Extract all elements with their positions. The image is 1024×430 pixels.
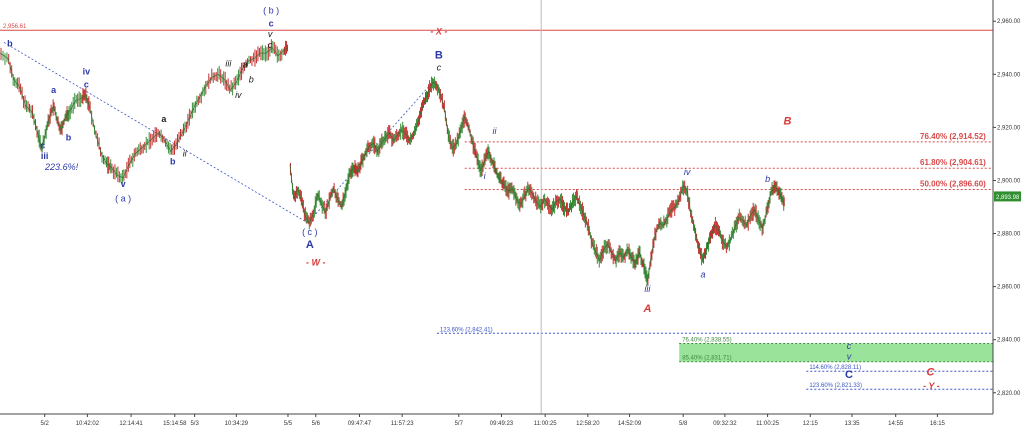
- wave-label: - Y -: [923, 381, 940, 391]
- x-tick-label: 5/6: [312, 421, 321, 427]
- price-bar-line: [289, 81, 785, 282]
- wave-label: v: [847, 352, 852, 362]
- wave-label: ii: [493, 126, 498, 136]
- x-tick-label: 15:14:58: [163, 421, 187, 427]
- price-series-layer: [0, 39, 785, 287]
- x-tick-label: 12:58:20: [576, 421, 600, 427]
- wave-label: b: [249, 74, 254, 84]
- level-label: 123.60% (2,821.33): [809, 383, 862, 389]
- x-tick-label: 11:00:25: [534, 421, 558, 427]
- x-tick-label: 16:15: [930, 421, 946, 427]
- y-tick-label: 2,900.00: [997, 178, 1021, 184]
- wave-label: b: [66, 133, 72, 143]
- level-label: 85.40% (2,831.71): [682, 356, 731, 362]
- target-zone-layer: [679, 343, 993, 362]
- wave-label: b: [170, 157, 176, 167]
- wave-label: c: [437, 62, 442, 72]
- current-price-label: 2,893.98: [996, 195, 1020, 201]
- price-bar-line: [0, 47, 289, 179]
- wave-label: c: [269, 19, 274, 29]
- wave-label: A: [642, 303, 651, 315]
- wave-label: c: [40, 141, 45, 151]
- x-tick-label: 11:57:23: [391, 421, 415, 427]
- wave-label: b: [7, 38, 13, 48]
- x-tick-label: 10:42:02: [76, 421, 100, 427]
- x-tick-label: 14:55: [888, 421, 904, 427]
- wave-label: - X -: [430, 27, 447, 37]
- x-tick-label: 09:49:23: [490, 421, 514, 427]
- wave-label: a: [243, 60, 248, 70]
- target-zone: [679, 343, 993, 362]
- level-label: 50.00% (2,896.60): [920, 179, 986, 188]
- wave-label: B: [783, 116, 791, 128]
- y-tick-label: 2,820.00: [997, 391, 1021, 397]
- wave-label: iv: [235, 90, 242, 100]
- x-tick-label: 09:32:32: [713, 421, 737, 427]
- level-label: 76.40% (2,838.55): [682, 338, 731, 344]
- x-tick-label: 13:35: [844, 421, 860, 427]
- wave-label: c: [847, 341, 852, 351]
- wave-label: iv: [684, 167, 691, 177]
- wave-label: b: [765, 174, 770, 184]
- y-tick-label: 2,920.00: [997, 125, 1021, 131]
- wave-label: a: [161, 114, 167, 124]
- x-tick-label: 5/8: [679, 421, 688, 427]
- level-label: 123.60% (2,842.41): [440, 327, 493, 333]
- x-tick-label: 12:14:41: [119, 421, 143, 427]
- wave-label: ( b ): [263, 5, 279, 15]
- wave-label: c: [268, 40, 273, 50]
- x-tick-label: 11:00:25: [756, 421, 780, 427]
- y-tick-label: 2,860.00: [997, 285, 1021, 291]
- x-tick-label: 5/7: [455, 421, 464, 427]
- wave-label: iii: [41, 151, 49, 161]
- wave-label: a: [701, 269, 706, 279]
- fib-lines-layer: 2,956.61 76.40% (2,914.52) 61.80% (2,904.6…: [0, 0, 993, 414]
- wave-label: iv: [83, 66, 91, 76]
- level-label: 2,956.61: [3, 24, 27, 30]
- wave-label: v: [268, 29, 273, 39]
- wave-label: A: [306, 239, 314, 251]
- level-label: 61.80% (2,904.61): [920, 158, 986, 167]
- wave-label: ii: [183, 149, 188, 159]
- wave-label: C: [845, 369, 853, 381]
- wave-label: - W -: [306, 257, 326, 267]
- wave-label: ( c ): [302, 227, 318, 237]
- y-tick-label: 2,960.00: [997, 19, 1021, 25]
- wave-label: c: [84, 80, 89, 90]
- wave-label: ( a ): [115, 194, 131, 204]
- trend-line: [3, 42, 309, 224]
- wave-label: C: [926, 367, 935, 379]
- x-tick-label: 10:34:29: [225, 421, 249, 427]
- current-price-box: [994, 191, 1021, 202]
- wave-label: v: [121, 179, 126, 189]
- wave-label: iii: [644, 284, 651, 294]
- level-label: 76.40% (2,914.52): [920, 132, 986, 141]
- x-tick-label: 5/2: [41, 421, 50, 427]
- x-tick-label: 14:52:09: [618, 421, 642, 427]
- y-tick-label: 2,840.00: [997, 338, 1021, 344]
- x-tick-label: 12:15: [803, 421, 819, 427]
- wave-label: a: [51, 85, 57, 95]
- wave-label: B: [435, 49, 443, 61]
- wave-label: i: [484, 171, 487, 181]
- trend-lines-layer: [3, 42, 436, 224]
- y-tick-label: 2,880.00: [997, 232, 1021, 238]
- x-tick-label: 5/3: [190, 421, 199, 427]
- wave-label: 223.6%!: [44, 162, 79, 172]
- wave-label: iii: [225, 58, 232, 68]
- level-label: 114.60% (2,828.11): [809, 365, 861, 371]
- x-tick-label: 09:47:47: [348, 421, 372, 427]
- y-tick-label: 2,940.00: [997, 72, 1021, 78]
- x-tick-label: 5/5: [284, 421, 293, 427]
